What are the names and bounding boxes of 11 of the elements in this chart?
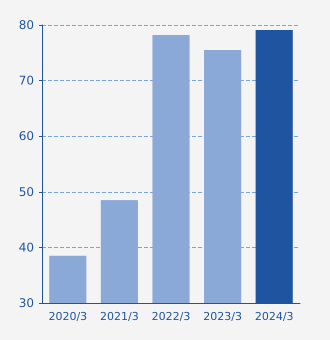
y-tick-label: 50 <box>18 184 34 199</box>
x-tick-label: 2022/3 <box>152 310 190 323</box>
y-tick-label: 80 <box>18 18 34 32</box>
y-tick-label: 70 <box>18 74 34 88</box>
x-tick-label: 2021/3 <box>100 310 139 323</box>
x-tick-label: 2020/3 <box>48 310 88 323</box>
y-tick-label: 40 <box>18 240 34 254</box>
x-tick-label: 2023/3 <box>203 310 242 323</box>
x-tick-label: 2024/3 <box>254 310 294 323</box>
y-tick-label: 30 <box>18 296 34 310</box>
y-tick-label: 60 <box>18 129 34 144</box>
